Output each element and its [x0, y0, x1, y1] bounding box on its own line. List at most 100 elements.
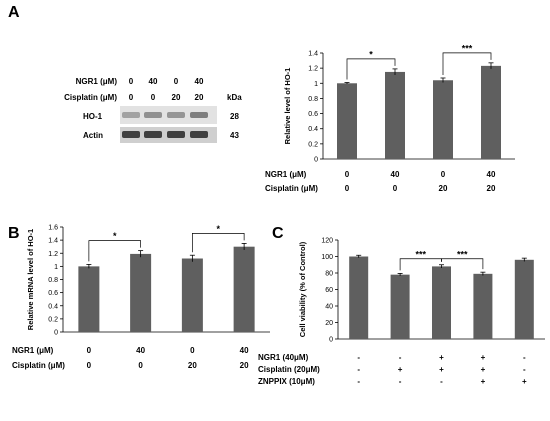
blot-band-actin-lane-2 — [144, 131, 162, 138]
chart-c-y-tick-label: 120 — [321, 238, 333, 245]
panel-label-b: B — [8, 225, 20, 242]
chart-c-condition-value-3-5: + — [522, 377, 527, 386]
blot-band-actin-lane-4 — [190, 131, 208, 138]
chart-a-y-tick-label: 0.4 — [308, 126, 318, 133]
blot-band-ho1-lane-1 — [122, 112, 140, 118]
chart-c: 0 20 40 60 80 100 120 Cell viability (% of Cont… — [258, 238, 545, 386]
chart-b-condition-label-2: Cisplatin (μM) — [12, 361, 65, 370]
chart-c-condition-value-1-1: - — [357, 353, 360, 362]
chart-a-y-axis-label: Relative level of HO-1 — [283, 68, 292, 145]
chart-a-y-tick-label: 0.8 — [308, 96, 318, 103]
blot-ngr1-label: NGR1 (μM) — [76, 77, 118, 86]
chart-c-y-tick-label: 60 — [325, 287, 333, 294]
chart-c-condition-value-1-2: - — [399, 353, 402, 362]
blot-band-ho1-lane-2 — [144, 112, 162, 118]
chart-b-y-axis-label: Relative mRNA level of HO-1 — [26, 229, 35, 330]
chart-c-condition-value-2-4: + — [481, 365, 486, 374]
chart-a-condition-value-2-3: 20 — [439, 184, 448, 193]
chart-c-y-tick-label: 0 — [329, 337, 333, 344]
chart-a-condition-label-1: NGR1 (μM) — [265, 170, 307, 179]
blot-ngr1-lane-3: 0 — [174, 77, 179, 86]
chart-b-condition-value-1-4: 40 — [240, 346, 249, 355]
chart-c-condition-label-3: ZNPPIX (10μM) — [258, 377, 315, 386]
chart-a-condition-value-2-1: 0 — [345, 184, 350, 193]
chart-a-condition-value-1-4: 40 — [487, 170, 496, 179]
chart-a-bar-3 — [433, 80, 453, 159]
chart-c-condition-value-2-2: + — [398, 365, 403, 374]
chart-c-condition-value-2-3: + — [439, 365, 444, 374]
chart-b-y-tick-label: 1.2 — [48, 251, 58, 258]
chart-b-y-tick-label: 1.6 — [48, 225, 58, 232]
chart-a-bar-2 — [385, 71, 405, 159]
chart-a-condition-label-2: Cisplatin (μM) — [265, 184, 318, 193]
chart-a-condition-value-2-2: 0 — [393, 184, 398, 193]
chart-c-condition-value-3-4: + — [481, 377, 486, 386]
chart-c-bar-4 — [473, 273, 493, 339]
chart-a-y-tick-label: 1 — [314, 81, 318, 88]
chart-c-significance-label-1: *** — [416, 249, 427, 259]
chart-a-significance-label-2: *** — [462, 43, 473, 53]
chart-b-condition-value-1-1: 0 — [87, 346, 92, 355]
chart-a-y-tick-label: 0.6 — [308, 111, 318, 118]
chart-b-condition-value-2-1: 0 — [87, 361, 92, 370]
chart-a-y-tick-label: 1.4 — [308, 51, 318, 58]
blot-cisplatin-label: Cisplatin (μM) — [64, 93, 117, 102]
chart-b-y-tick-label: 0.6 — [48, 290, 58, 297]
blot-kda-label: kDa — [227, 93, 242, 102]
chart-a-significance-label-1: * — [369, 49, 373, 59]
chart-a-condition-value-1-1: 0 — [345, 170, 350, 179]
chart-b-bar-2 — [130, 253, 152, 332]
chart-b-condition-label-1: NGR1 (μM) — [12, 346, 54, 355]
chart-c-bar-5 — [514, 259, 534, 339]
chart-c-condition-value-3-1: - — [357, 377, 360, 386]
blot-cisplatin-lane-1: 0 — [129, 93, 134, 102]
blot-ngr1-lane-2: 40 — [149, 77, 158, 86]
chart-b-y-tick-label: 1 — [54, 264, 58, 271]
blot-band-label-ho1: HO-1 — [83, 112, 103, 121]
chart-a-y-tick-label: 0.2 — [308, 141, 318, 148]
chart-b: 0 0.2 0.4 0.6 0.8 1 1.2 1.4 1.6 Relative mRNA lev… — [12, 224, 270, 370]
chart-c-condition-value-3-2: - — [399, 377, 402, 386]
chart-c-y-axis-label: Cell viability (% of Control) — [298, 241, 307, 337]
chart-b-significance-label-2: * — [216, 224, 220, 234]
panel-label-a: A — [8, 4, 20, 21]
chart-a-significance-bracket-2 — [442, 52, 492, 75]
chart-a-significance-bracket-1 — [346, 58, 396, 80]
blot-band-ho1-lane-3 — [167, 112, 185, 118]
chart-b-bar-4 — [233, 246, 255, 332]
chart-b-condition-value-2-3: 20 — [188, 361, 197, 370]
chart-c-y-tick-label: 100 — [321, 254, 333, 261]
chart-b-condition-value-2-2: 0 — [138, 361, 143, 370]
chart-a-y-tick-label: 1.2 — [308, 66, 318, 73]
chart-c-condition-label-1: NGR1 (40μM) — [258, 353, 309, 362]
chart-c-condition-value-2-5: - — [523, 365, 526, 374]
chart-a-bar-4 — [481, 65, 501, 159]
blot-cisplatin-lane-3: 20 — [172, 93, 181, 102]
chart-b-significance-bracket-2 — [192, 233, 245, 253]
blot-band-actin-lane-1 — [122, 131, 140, 138]
chart-b-condition-value-1-3: 0 — [190, 346, 195, 355]
chart-b-y-tick-label: 0.4 — [48, 303, 58, 310]
chart-c-condition-label-2: Cisplatin (20μM) — [258, 365, 320, 374]
chart-a: 0 0.2 0.4 0.6 0.8 1 1.2 1.4 Relative level of HO… — [265, 43, 515, 193]
chart-a-y-tick-label: 0 — [314, 157, 318, 164]
chart-c-condition-value-1-5: - — [523, 353, 526, 362]
chart-c-condition-value-1-4: + — [481, 353, 486, 362]
blot-kda-actin: 43 — [230, 131, 239, 140]
chart-c-significance-label-2: *** — [457, 249, 468, 259]
blot-bands — [122, 112, 208, 138]
chart-b-bar-1 — [78, 266, 100, 332]
chart-b-y-tick-label: 0.8 — [48, 277, 58, 284]
chart-c-significance-bracket-2 — [441, 258, 484, 270]
chart-c-y-tick-label: 80 — [325, 271, 333, 278]
chart-b-bar-3 — [181, 258, 203, 332]
chart-c-bar-1 — [349, 256, 369, 339]
chart-a-condition-value-2-4: 20 — [487, 184, 496, 193]
blot-ngr1-lane-4: 40 — [195, 77, 204, 86]
chart-a-bar-1 — [337, 83, 357, 159]
blot-cisplatin-lane-4: 20 — [195, 93, 204, 102]
blot-kda-ho1: 28 — [230, 112, 239, 121]
blot-band-ho1-lane-4 — [190, 112, 208, 118]
panel-label-c: C — [272, 225, 284, 242]
